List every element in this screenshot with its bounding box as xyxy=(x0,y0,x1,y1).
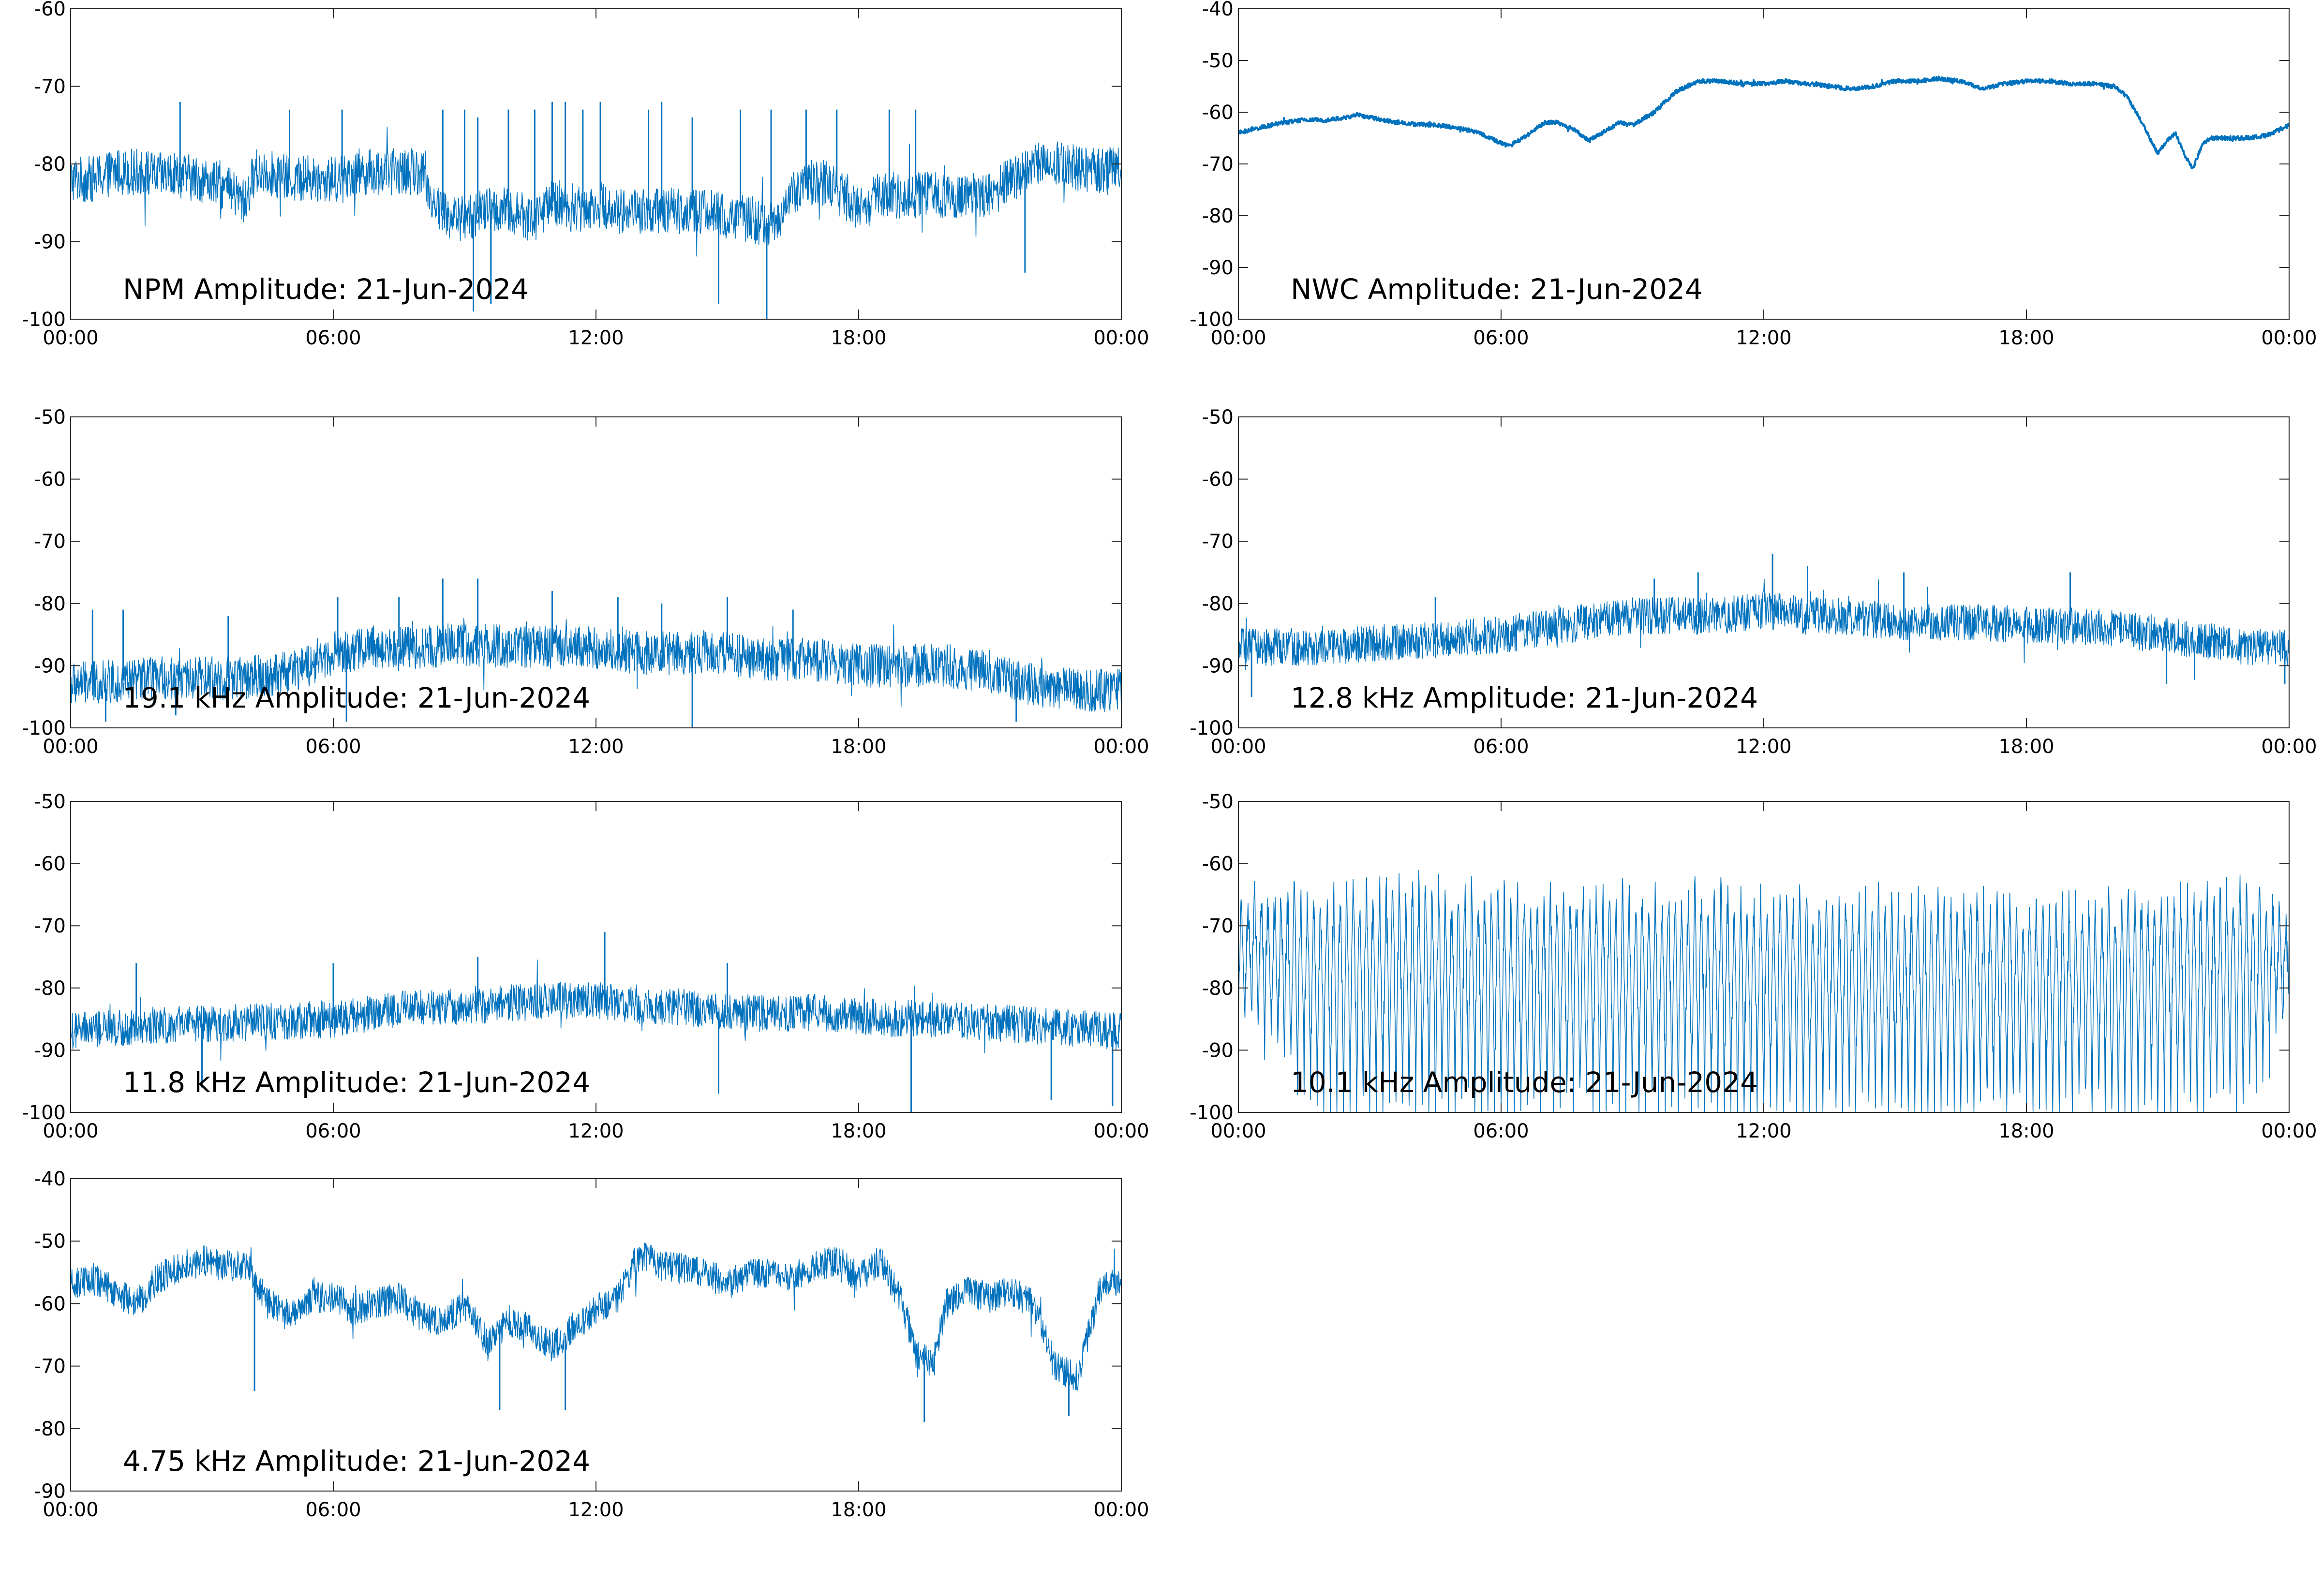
y-tick-label: -60 xyxy=(34,469,66,491)
y-tick-label: -60 xyxy=(1202,102,1234,124)
x-tick-label: 12:00 xyxy=(568,736,624,758)
y-tick-label: -60 xyxy=(34,853,66,875)
series-line xyxy=(1238,578,2289,680)
y-tick-label: -100 xyxy=(1190,717,1234,739)
y-tick-label: -80 xyxy=(1202,593,1234,615)
panel-title: NWC Amplitude: 21-Jun-2024 xyxy=(1291,273,1703,306)
x-tick-label: 00:00 xyxy=(43,1499,98,1521)
x-tick-label: 12:00 xyxy=(1736,1120,1791,1142)
y-tick-label: -100 xyxy=(22,309,66,331)
series-line xyxy=(71,960,1121,1061)
panel-title: 12.8 kHz Amplitude: 21-Jun-2024 xyxy=(1291,681,1758,714)
series-line xyxy=(71,1242,1121,1390)
y-tick-label: -50 xyxy=(34,791,66,813)
y-tick-label: -40 xyxy=(34,1168,66,1190)
panel-title: 19.1 kHz Amplitude: 21-Jun-2024 xyxy=(123,681,590,714)
y-tick-label: -60 xyxy=(34,1293,66,1315)
y-tick-label: -70 xyxy=(34,1356,66,1378)
y-tick-label: -50 xyxy=(1202,406,1234,429)
y-tick-label: -70 xyxy=(34,76,66,98)
x-tick-label: 18:00 xyxy=(831,327,886,349)
x-tick-label: 18:00 xyxy=(1998,327,2054,349)
x-tick-label: 18:00 xyxy=(1998,1120,2054,1142)
x-tick-label: 00:00 xyxy=(2261,1120,2317,1142)
y-tick-label: -90 xyxy=(34,655,66,677)
y-tick-label: -50 xyxy=(1202,791,1234,813)
y-tick-label: -70 xyxy=(1202,915,1234,937)
y-tick-label: -90 xyxy=(1202,1039,1234,1062)
x-tick-label: 00:00 xyxy=(1210,736,1266,758)
y-tick-label: -50 xyxy=(34,1230,66,1253)
panel-title: 4.75 kHz Amplitude: 21-Jun-2024 xyxy=(123,1445,590,1478)
y-tick-label: -80 xyxy=(34,977,66,1000)
y-tick-label: -50 xyxy=(1202,50,1234,72)
x-tick-label: 06:00 xyxy=(305,1499,361,1521)
y-tick-label: -90 xyxy=(1202,655,1234,677)
y-tick-label: -50 xyxy=(34,406,66,429)
x-tick-label: 00:00 xyxy=(1093,1499,1149,1521)
x-tick-label: 00:00 xyxy=(2261,327,2317,349)
x-tick-label: 06:00 xyxy=(305,1120,361,1142)
x-tick-label: 06:00 xyxy=(305,327,361,349)
x-tick-label: 12:00 xyxy=(568,1499,624,1521)
x-tick-label: 18:00 xyxy=(831,1499,886,1521)
y-tick-label: -90 xyxy=(1202,257,1234,279)
x-tick-label: 00:00 xyxy=(1093,1120,1149,1142)
y-tick-label: -90 xyxy=(34,1480,66,1503)
y-tick-label: -70 xyxy=(34,531,66,553)
x-tick-label: 18:00 xyxy=(1998,736,2054,758)
panel-title: 10.1 kHz Amplitude: 21-Jun-2024 xyxy=(1291,1066,1758,1099)
x-tick-label: 00:00 xyxy=(1093,736,1149,758)
series-line xyxy=(71,618,1121,712)
x-tick-label: 06:00 xyxy=(1473,736,1529,758)
y-tick-label: -100 xyxy=(1190,309,1234,331)
y-tick-label: -60 xyxy=(34,0,66,20)
y-tick-label: -100 xyxy=(22,1102,66,1124)
y-tick-label: -80 xyxy=(1202,977,1234,1000)
panel-title: NPM Amplitude: 21-Jun-2024 xyxy=(123,273,529,306)
x-tick-label: 00:00 xyxy=(43,327,98,349)
x-tick-label: 12:00 xyxy=(1736,736,1791,758)
series-line xyxy=(1238,75,2289,169)
y-tick-label: -70 xyxy=(34,915,66,937)
x-tick-label: 00:00 xyxy=(1093,327,1149,349)
x-tick-label: 00:00 xyxy=(1210,327,1266,349)
x-tick-label: 12:00 xyxy=(568,1120,624,1142)
panel-title: 11.8 kHz Amplitude: 21-Jun-2024 xyxy=(123,1066,590,1099)
y-tick-label: -90 xyxy=(34,231,66,253)
y-tick-label: -70 xyxy=(1202,153,1234,176)
x-tick-label: 06:00 xyxy=(1473,1120,1529,1142)
x-tick-label: 12:00 xyxy=(568,327,624,349)
x-tick-label: 00:00 xyxy=(2261,736,2317,758)
y-tick-label: -70 xyxy=(1202,531,1234,553)
x-tick-label: 00:00 xyxy=(1210,1120,1266,1142)
x-tick-label: 06:00 xyxy=(1473,327,1529,349)
x-tick-label: 00:00 xyxy=(43,736,98,758)
y-tick-label: -100 xyxy=(22,717,66,739)
y-tick-label: -60 xyxy=(1202,853,1234,875)
y-tick-label: -90 xyxy=(34,1039,66,1062)
y-tick-label: -60 xyxy=(1202,469,1234,491)
x-tick-label: 18:00 xyxy=(831,1120,886,1142)
series-line xyxy=(71,126,1121,257)
y-tick-label: -80 xyxy=(1202,205,1234,227)
y-tick-label: -80 xyxy=(34,153,66,176)
y-tick-label: -80 xyxy=(34,1418,66,1440)
y-tick-label: -100 xyxy=(1190,1102,1234,1124)
x-tick-label: 12:00 xyxy=(1736,327,1791,349)
y-tick-label: -80 xyxy=(34,593,66,615)
x-tick-label: 06:00 xyxy=(305,736,361,758)
x-tick-label: 18:00 xyxy=(831,736,886,758)
x-tick-label: 00:00 xyxy=(43,1120,98,1142)
y-tick-label: -40 xyxy=(1202,0,1234,20)
